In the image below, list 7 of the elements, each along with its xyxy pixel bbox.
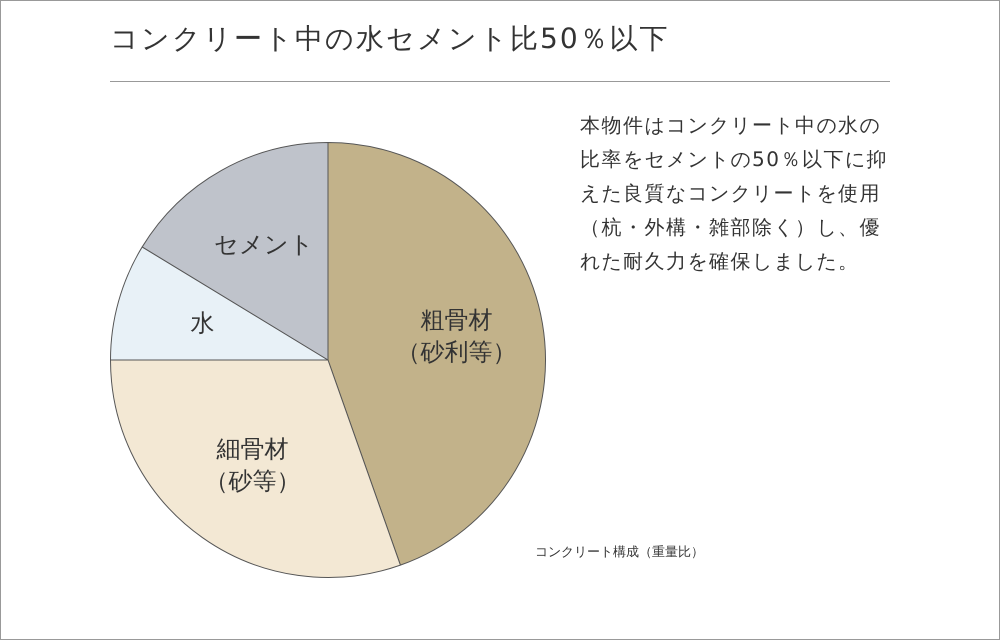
text: 本物件はコンクリート中の水の比率をセメントの50％以下に抑えた良質なコンクリートを使用（杭・外構・雑部除く）し、優れた耐久力を確保しました。	[580, 112, 889, 275]
slice-label: 細骨材（砂等）	[204, 434, 301, 495]
chart-title: コンクリート中の水セメント比50％以下	[110, 21, 670, 57]
text: コンクリート構成（重量比）	[535, 544, 704, 561]
slice-label: 粗骨材（砂利等）	[396, 306, 517, 366]
slice-label: セメント	[214, 230, 314, 258]
slice-label: 水	[190, 309, 214, 338]
